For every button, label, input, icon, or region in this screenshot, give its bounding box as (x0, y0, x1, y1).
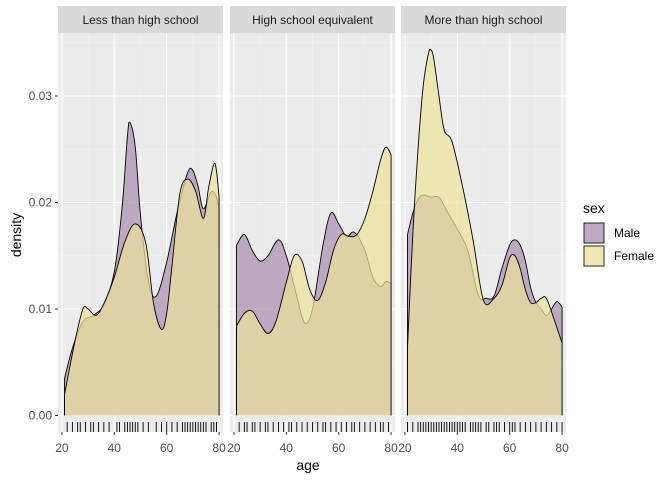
x-tick-label: 80 (384, 441, 398, 455)
legend: sex Male Female (583, 200, 654, 267)
rug (238, 422, 389, 432)
x-tick-label: 40 (280, 441, 294, 455)
y-axis: 0.00 0.01 0.02 0.03 (29, 89, 58, 423)
y-tick-label: 0.01 (29, 302, 53, 316)
x-tick-label: 60 (160, 441, 174, 455)
facet-panel: Less than high school 20 40 60 80 (55, 6, 226, 455)
x-tick-label: 60 (332, 441, 346, 455)
facet-strip (58, 6, 223, 33)
density-areas (236, 146, 392, 416)
x-tick-label: 20 (398, 441, 412, 455)
x-tick-label: 80 (212, 441, 226, 455)
facet-strip-label: More than high school (424, 13, 542, 27)
x-tick-label: 80 (555, 441, 569, 455)
facet-panel: More than high school 20 40 60 80 (398, 6, 569, 455)
legend-label-male: Male (614, 226, 640, 240)
density-area-female (407, 49, 563, 416)
rug (407, 422, 563, 432)
legend-key-male (583, 222, 605, 244)
density-area-female (64, 163, 220, 416)
y-tick-label: 0.02 (29, 196, 53, 210)
legend-key-female (583, 245, 605, 267)
y-tick-label: 0.00 (29, 409, 53, 423)
density-areas (407, 48, 563, 416)
facet-strip-label: High school equivalent (252, 13, 373, 27)
density-line-female (407, 48, 563, 347)
facet-strip (230, 6, 395, 33)
x-tick-label: 20 (55, 441, 69, 455)
density-area-female (236, 147, 392, 416)
density-line-female (236, 146, 392, 334)
x-tick-label: 40 (108, 441, 122, 455)
density-line-female (64, 162, 220, 395)
rug (66, 422, 217, 432)
facet-panel: High school equivalent 20 40 60 80 (227, 6, 398, 455)
x-tick-label: 60 (503, 441, 517, 455)
legend-label-female: Female (614, 249, 654, 263)
legend-title: sex (583, 200, 605, 216)
density-areas (64, 121, 220, 416)
x-axis-title: age (296, 457, 320, 473)
facet-strip (401, 6, 566, 33)
y-tick-label: 0.03 (29, 89, 53, 103)
facet-strip-label: Less than high school (82, 13, 198, 27)
x-tick-label: 20 (227, 441, 241, 455)
x-tick-label: 40 (451, 441, 465, 455)
y-axis-title: density (8, 213, 24, 257)
